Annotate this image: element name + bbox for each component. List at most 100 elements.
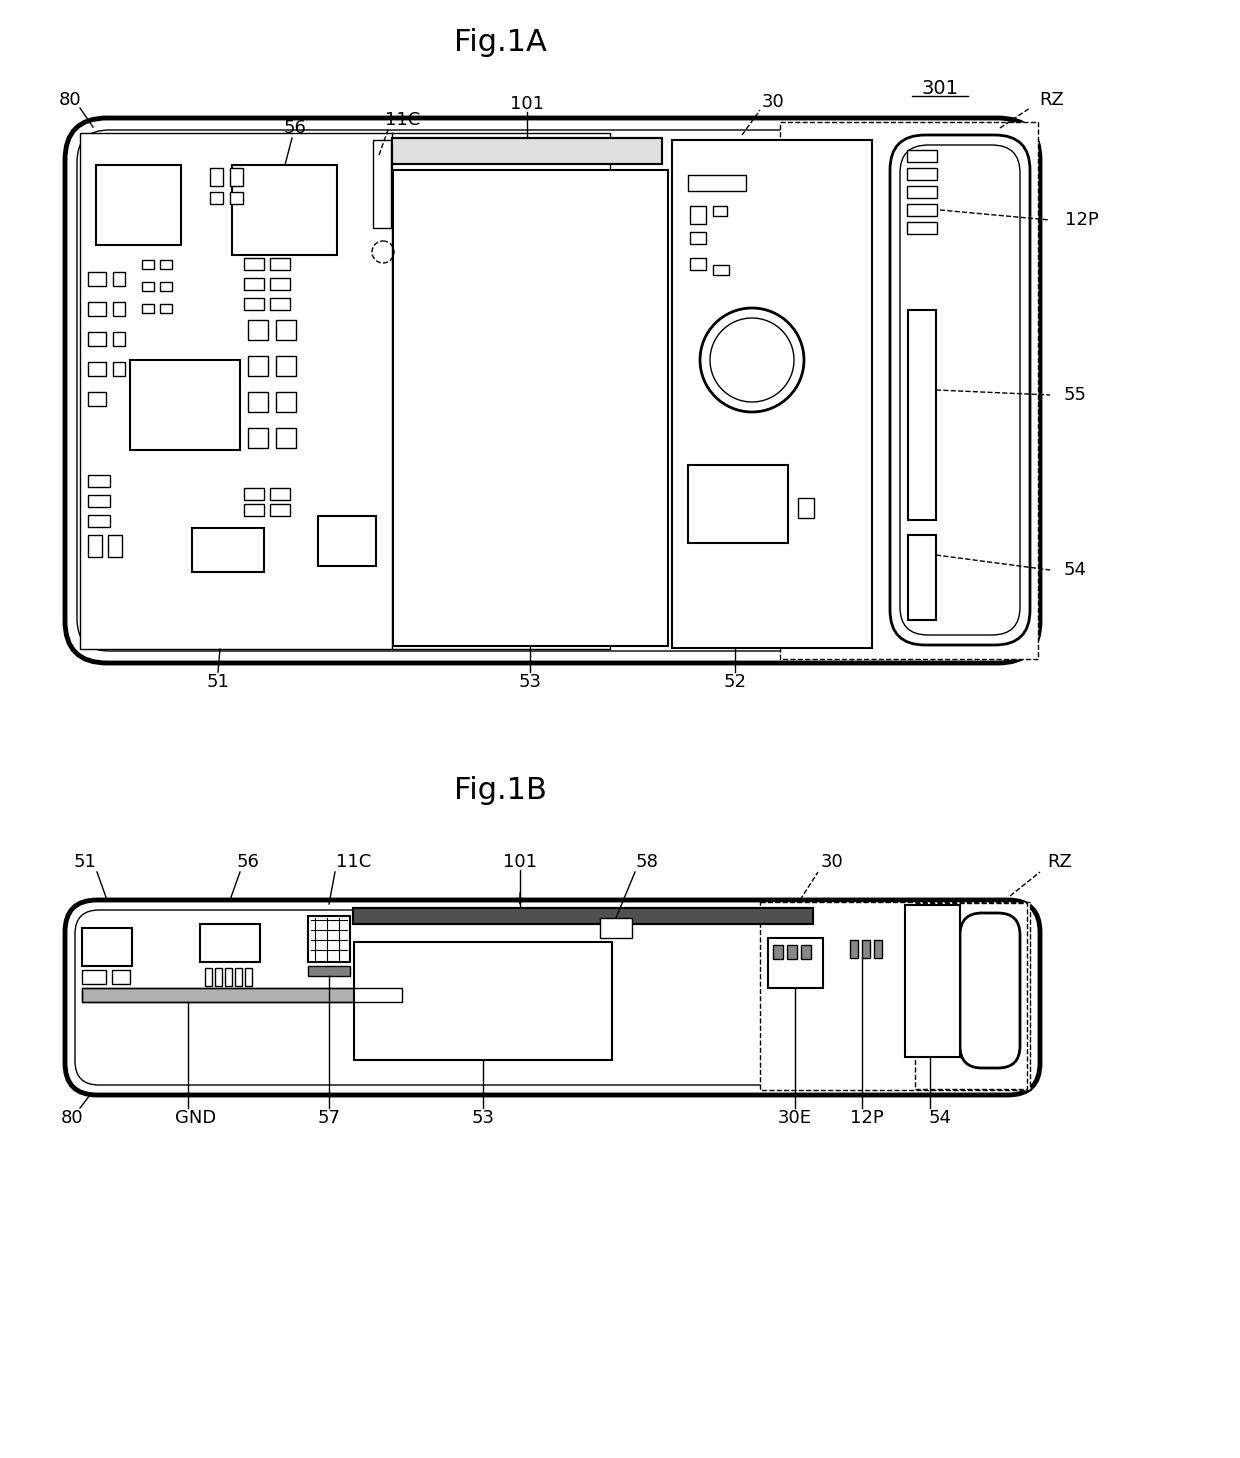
Bar	[248, 356, 268, 376]
Bar	[88, 475, 110, 487]
FancyBboxPatch shape	[77, 130, 1028, 652]
Bar	[908, 535, 936, 620]
Bar	[215, 968, 222, 986]
Bar	[906, 168, 937, 179]
Text: 54: 54	[929, 1110, 951, 1127]
Text: 52: 52	[723, 674, 746, 691]
Bar	[353, 908, 813, 924]
Bar	[88, 392, 105, 405]
Bar	[672, 140, 872, 647]
Bar	[688, 465, 787, 542]
Text: RZ: RZ	[1048, 853, 1073, 870]
Bar	[248, 429, 268, 448]
Bar	[906, 150, 937, 162]
FancyBboxPatch shape	[890, 136, 1030, 644]
Bar	[248, 319, 268, 340]
Bar	[210, 168, 223, 187]
Bar	[353, 908, 813, 924]
Bar	[229, 168, 243, 187]
Bar	[849, 940, 858, 958]
Text: 57: 57	[317, 1110, 341, 1127]
Bar	[205, 968, 212, 986]
Bar	[801, 945, 811, 959]
Text: 101: 101	[510, 95, 544, 114]
Bar	[270, 258, 290, 270]
Bar	[713, 206, 727, 216]
Bar	[675, 141, 870, 343]
Bar	[905, 905, 960, 1057]
Bar	[232, 165, 337, 255]
Text: 101: 101	[503, 853, 537, 870]
Text: 53: 53	[471, 1110, 495, 1127]
Text: 58: 58	[636, 853, 658, 870]
Bar	[248, 392, 268, 413]
Bar	[95, 165, 181, 245]
Text: 301: 301	[921, 79, 959, 98]
FancyBboxPatch shape	[960, 913, 1021, 1069]
Bar	[317, 516, 376, 566]
Bar	[88, 496, 110, 507]
Bar	[160, 260, 172, 268]
Bar	[906, 222, 937, 233]
Bar	[200, 924, 260, 962]
Bar	[906, 204, 937, 216]
Text: 51: 51	[207, 674, 229, 691]
Bar	[108, 535, 122, 557]
Bar	[143, 260, 154, 268]
FancyBboxPatch shape	[64, 118, 1040, 663]
Bar	[277, 392, 296, 413]
Bar	[88, 273, 105, 286]
Text: Fig.1B: Fig.1B	[454, 776, 547, 805]
Bar	[82, 927, 131, 967]
Bar	[244, 297, 264, 311]
Text: RZ: RZ	[1039, 90, 1064, 109]
Bar	[113, 273, 125, 286]
Bar	[270, 278, 290, 290]
Bar	[88, 362, 105, 376]
Bar	[874, 940, 882, 958]
Bar	[689, 232, 706, 243]
Bar	[688, 175, 746, 191]
Text: GND: GND	[175, 1110, 217, 1127]
Text: 30: 30	[821, 853, 843, 870]
Text: 51: 51	[73, 853, 97, 870]
Bar	[353, 942, 613, 1060]
Bar	[392, 139, 662, 163]
Bar	[862, 940, 870, 958]
Bar	[244, 278, 264, 290]
Text: 12P: 12P	[1065, 211, 1099, 229]
Bar	[768, 937, 823, 989]
Bar	[308, 967, 350, 975]
Bar	[88, 535, 102, 557]
Bar	[82, 970, 105, 984]
Bar	[113, 362, 125, 376]
Bar	[393, 171, 668, 646]
Bar	[270, 297, 290, 311]
Bar	[308, 916, 350, 962]
Bar	[143, 281, 154, 292]
Bar	[236, 968, 242, 986]
Text: 80: 80	[61, 1110, 83, 1127]
Bar	[392, 139, 662, 163]
Text: 54: 54	[1064, 561, 1086, 579]
Bar	[88, 515, 110, 526]
Bar	[130, 360, 241, 451]
Text: 30E: 30E	[777, 1110, 812, 1127]
Bar	[277, 319, 296, 340]
Bar	[915, 903, 1027, 1089]
Text: 11C: 11C	[386, 111, 420, 128]
Bar	[773, 945, 782, 959]
Text: 56: 56	[237, 853, 259, 870]
Bar	[760, 903, 1030, 1091]
Bar	[277, 429, 296, 448]
FancyBboxPatch shape	[64, 900, 1040, 1095]
Bar	[112, 970, 130, 984]
Bar	[689, 206, 706, 225]
Text: Fig.1A: Fig.1A	[454, 28, 547, 57]
Bar	[244, 258, 264, 270]
Bar	[192, 528, 264, 572]
Bar	[82, 989, 402, 1002]
Bar	[270, 504, 290, 516]
FancyBboxPatch shape	[900, 144, 1021, 636]
Bar	[82, 989, 402, 1002]
